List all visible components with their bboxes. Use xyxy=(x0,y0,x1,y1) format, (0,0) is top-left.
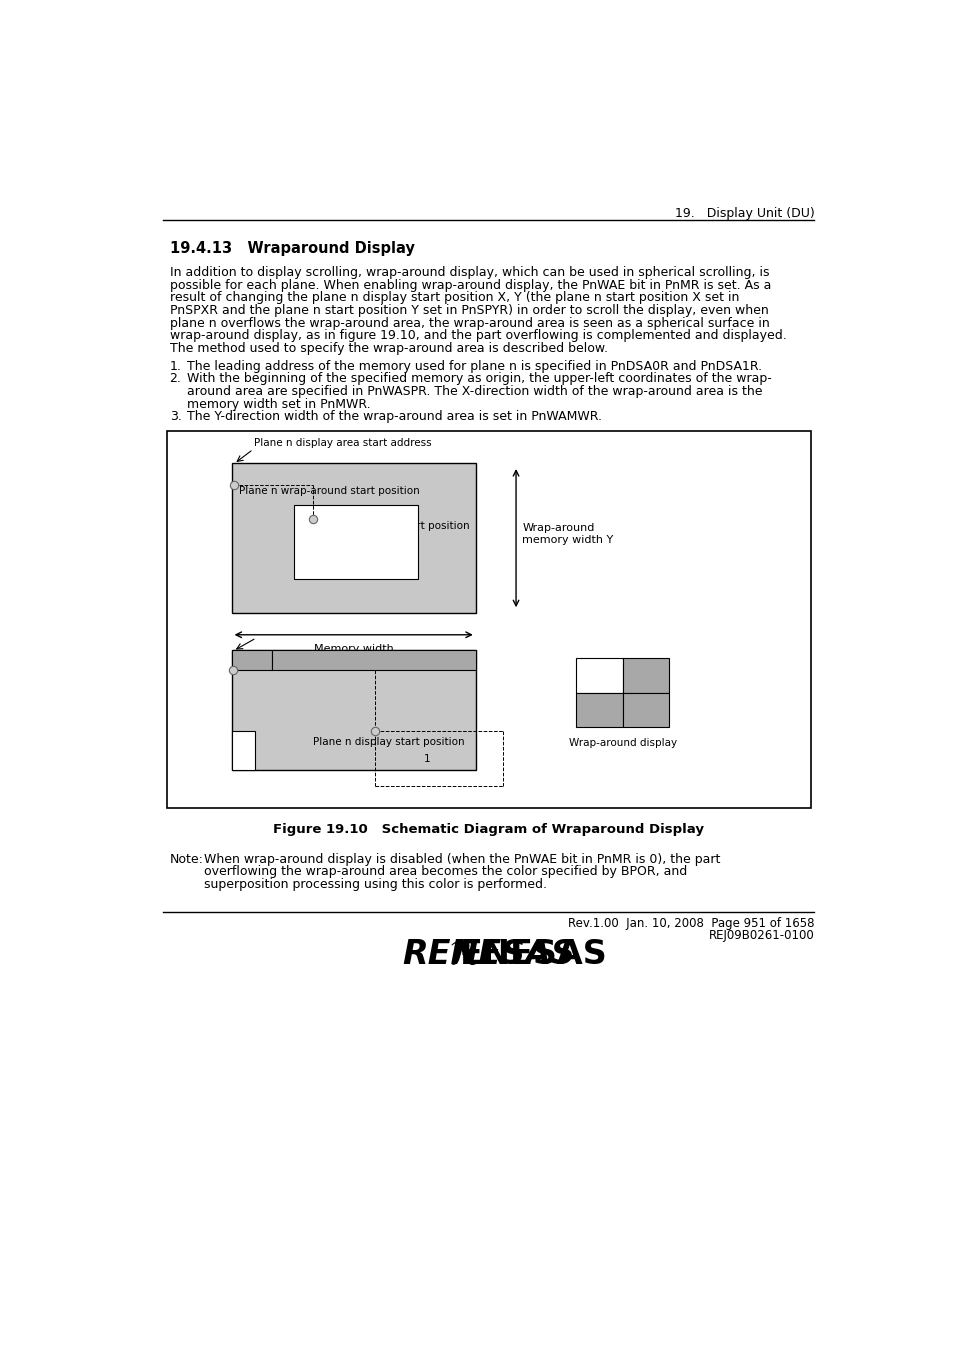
Text: 2: 2 xyxy=(642,670,649,680)
Text: possible for each plane. When enabling wrap-around display, the PnWAE bit in PnM: possible for each plane. When enabling w… xyxy=(170,278,770,292)
Bar xyxy=(232,651,272,670)
Text: ENESAS: ENESAS xyxy=(459,938,607,971)
Text: 1: 1 xyxy=(596,670,602,680)
Text: Wrap-around
memory width Y: Wrap-around memory width Y xyxy=(521,522,613,544)
Text: Plane n display start position: Plane n display start position xyxy=(313,737,464,747)
Bar xyxy=(294,505,417,579)
Text: In addition to display scrolling, wrap-around display, which can be used in sphe: In addition to display scrolling, wrap-a… xyxy=(170,266,768,279)
Text: 19.4.13   Wraparound Display: 19.4.13 Wraparound Display xyxy=(170,242,414,256)
Bar xyxy=(272,651,476,670)
Text: With the beginning of the specified memory as origin, the upper-left coordinates: With the beginning of the specified memo… xyxy=(187,373,771,385)
Text: Figure 19.10   Schematic Diagram of Wraparound Display: Figure 19.10 Schematic Diagram of Wrapar… xyxy=(274,824,703,837)
Text: plane n overflows the wrap-around area, the wrap-around area is seen as a spheri: plane n overflows the wrap-around area, … xyxy=(170,317,768,329)
Text: Plane n wrap-around start position: Plane n wrap-around start position xyxy=(238,486,419,497)
Text: overflowing the wrap-around area becomes the color specified by BPOR, and: overflowing the wrap-around area becomes… xyxy=(204,865,687,879)
Text: memory width set in PnMWR.: memory width set in PnMWR. xyxy=(187,398,370,410)
Text: 3: 3 xyxy=(370,655,376,664)
Text: 2.: 2. xyxy=(170,373,181,385)
Text: Memory width: Memory width xyxy=(314,644,394,653)
Text: When wrap-around display is disabled (when the PnWAE bit in PnMR is 0), the part: When wrap-around display is disabled (wh… xyxy=(204,853,720,865)
Text: 4: 4 xyxy=(642,705,649,716)
Text: REJ09B0261-0100: REJ09B0261-0100 xyxy=(708,929,814,941)
Text: $\mathcal{R}$: $\mathcal{R}$ xyxy=(448,938,479,972)
Bar xyxy=(622,657,669,693)
Text: 4: 4 xyxy=(248,655,254,666)
Bar xyxy=(576,657,622,693)
Text: 1: 1 xyxy=(423,753,430,764)
Text: Plane n display area start address: Plane n display area start address xyxy=(253,437,432,448)
Text: around area are specified in PnWASPR. The X-direction width of the wrap-around a: around area are specified in PnWASPR. Th… xyxy=(187,385,761,398)
Bar xyxy=(232,651,476,769)
Text: Note:: Note: xyxy=(170,853,203,865)
Text: result of changing the plane n display start position X, Y (the plane n start po: result of changing the plane n display s… xyxy=(170,292,739,304)
Bar xyxy=(576,693,622,728)
Bar xyxy=(232,732,254,769)
Text: wrap-around display, as in figure 19.10, and the part overflowing is complemente: wrap-around display, as in figure 19.10,… xyxy=(170,329,785,343)
Text: 3.: 3. xyxy=(170,410,181,424)
Text: 19.   Display Unit (DU): 19. Display Unit (DU) xyxy=(674,207,814,220)
Text: Wrap-around display: Wrap-around display xyxy=(568,738,677,748)
Text: Plane n display start position: Plane n display start position xyxy=(317,521,469,531)
Text: RENESAS: RENESAS xyxy=(402,938,575,971)
Text: The leading address of the memory used for plane n is specified in PnDSA0R and P: The leading address of the memory used f… xyxy=(187,359,761,373)
Text: 3: 3 xyxy=(596,705,602,716)
Bar xyxy=(232,463,476,613)
Text: Rev.1.00  Jan. 10, 2008  Page 951 of 1658: Rev.1.00 Jan. 10, 2008 Page 951 of 1658 xyxy=(567,917,814,930)
Text: 2: 2 xyxy=(240,745,246,755)
Text: The method used to specify the wrap-around area is described below.: The method used to specify the wrap-arou… xyxy=(170,342,607,355)
Text: 1.: 1. xyxy=(170,359,181,373)
Bar xyxy=(622,693,669,728)
Text: PnSPXR and the plane n start position Y set in PnSPYR) in order to scroll the di: PnSPXR and the plane n start position Y … xyxy=(170,304,767,317)
Text: The Y-direction width of the wrap-around area is set in PnWAMWR.: The Y-direction width of the wrap-around… xyxy=(187,410,601,424)
Text: superposition processing using this color is performed.: superposition processing using this colo… xyxy=(204,878,547,891)
